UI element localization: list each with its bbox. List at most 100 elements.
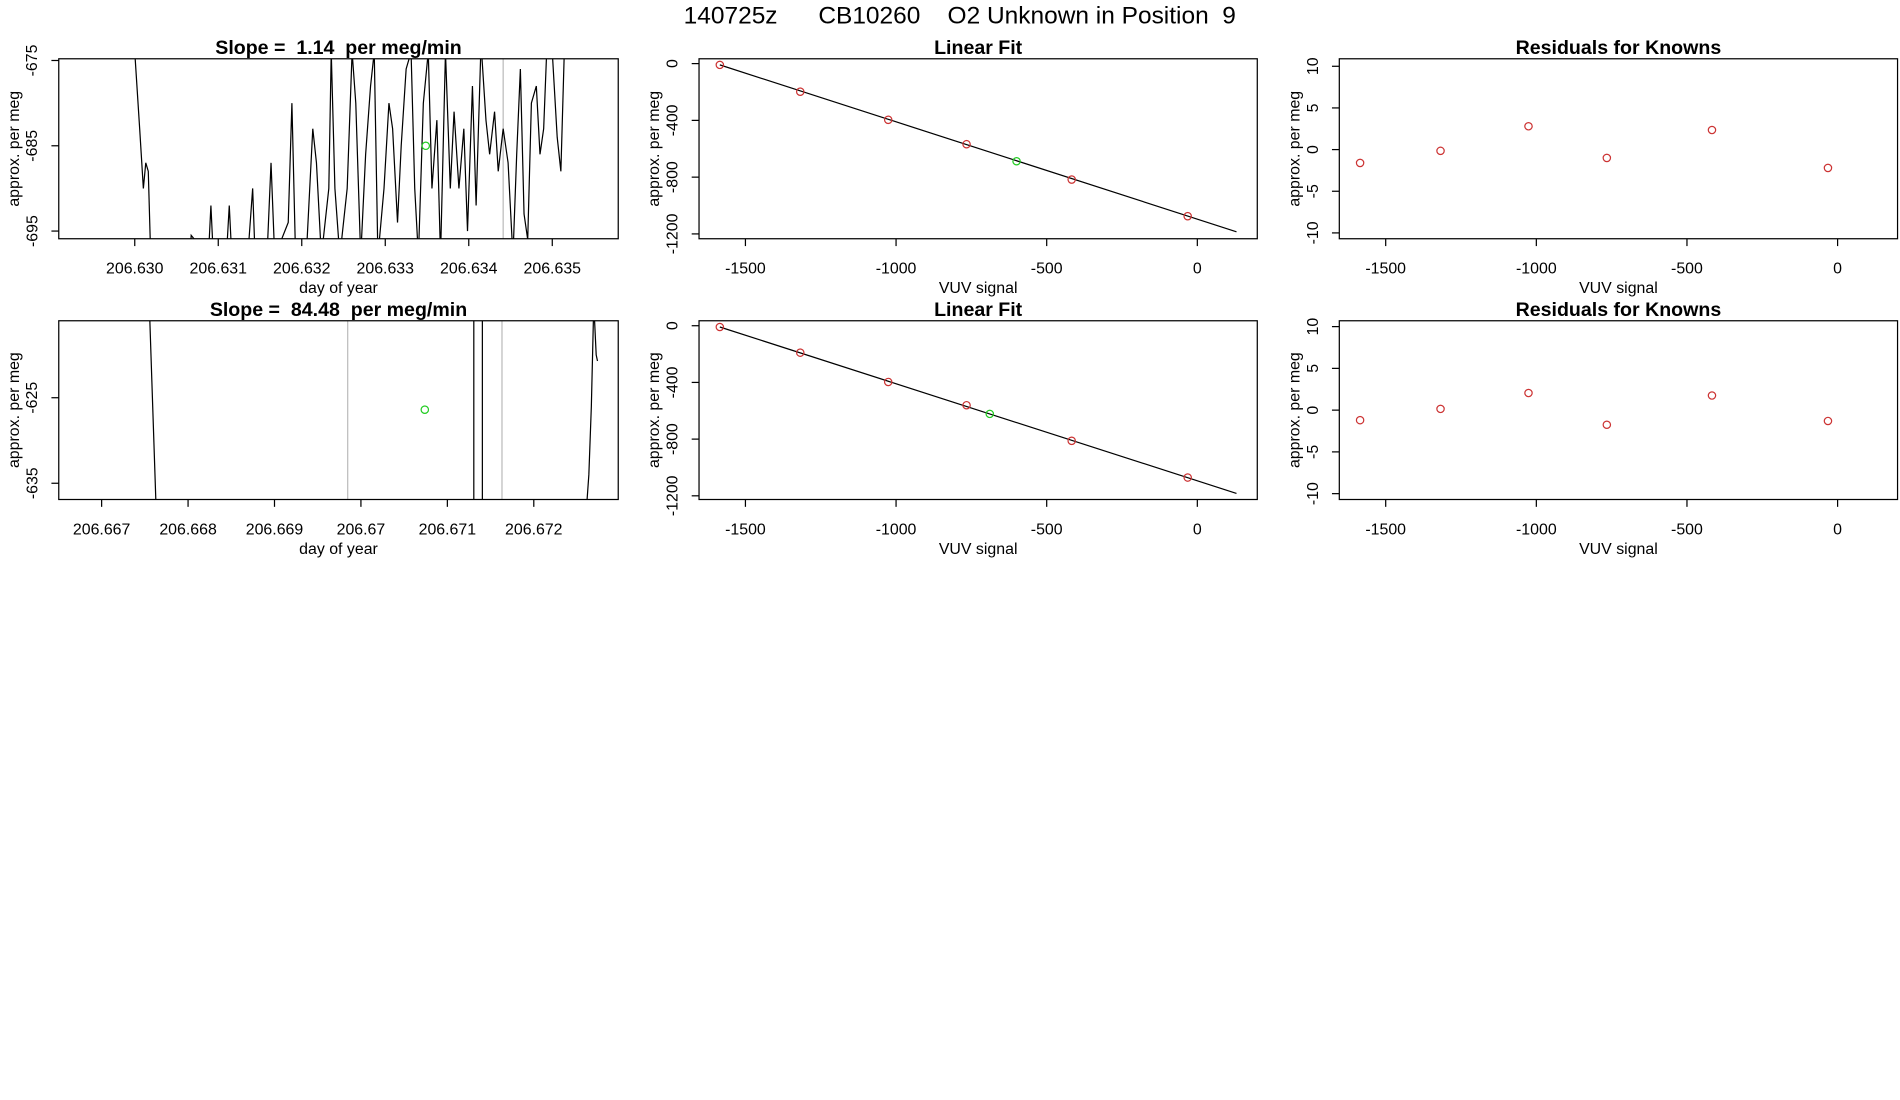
y-tick-label: 0 — [665, 321, 682, 330]
y-tick-label: -1200 — [665, 213, 682, 254]
y-tick-label: 10 — [1305, 318, 1322, 336]
data-point — [1067, 175, 1076, 184]
panel: Slope = 1.14 per meg/min 206.630 206.631 20… — [6, 37, 619, 297]
x-tick-label: 206.632 — [273, 261, 331, 278]
panel: Residuals for Knowns -1500 -1000 -500 0 -10 -5… — [1286, 299, 1899, 558]
y-axis-label: approx. per meg — [6, 352, 23, 468]
x-tick-label: -1500 — [725, 261, 766, 278]
data-point — [795, 348, 805, 357]
x-tick-label: -1500 — [1365, 261, 1406, 278]
data-point — [715, 60, 725, 70]
x-tick-label: -500 — [1671, 261, 1703, 278]
x-tick-label: 0 — [1833, 261, 1842, 278]
panel-title: Linear Fit — [934, 299, 1023, 321]
data-point — [1524, 388, 1533, 398]
panel-title: Slope = 1.14 per meg/min — [215, 37, 461, 59]
x-tick-label: 206.67 — [337, 521, 386, 538]
y-tick-label: -1200 — [665, 475, 682, 516]
data-point — [883, 115, 893, 125]
plot-area — [134, 58, 565, 239]
panel: Slope = 84.48 per meg/min 206.667 206.668 2… — [6, 299, 619, 558]
y-tick-label: -625 — [24, 382, 41, 414]
data-point — [1355, 158, 1365, 168]
fit-line — [719, 326, 1237, 494]
data-point — [1707, 125, 1717, 135]
x-tick-label: -1500 — [1365, 521, 1406, 538]
data-point — [1524, 121, 1533, 131]
x-tick-label: 206.631 — [190, 261, 248, 278]
y-tick-label: 0 — [1305, 145, 1322, 154]
y-tick-label: 0 — [665, 59, 682, 68]
plot-frame — [1338, 58, 1899, 240]
data-point — [715, 322, 725, 332]
plot-frame — [58, 320, 619, 501]
y-tick-label: -400 — [665, 366, 682, 398]
panel: Linear Fit -1500 -1000 -500 0 0 -400 -800 -1200 V… — [646, 37, 1258, 297]
x-axis-label: VUV signal — [939, 541, 1018, 558]
panel-title: Residuals for Knowns — [1516, 37, 1722, 59]
x-tick-label: 206.633 — [357, 261, 415, 278]
x-tick-label: 206.635 — [524, 261, 582, 278]
highlight-point — [421, 141, 431, 151]
panel: Linear Fit -1500 -1000 -500 0 0 -400 -800 -1200 V… — [646, 299, 1258, 558]
data-point — [1602, 153, 1612, 163]
x-tick-label: 206.630 — [106, 261, 164, 278]
y-tick-label: -800 — [665, 423, 682, 455]
figure-title: 140725z CB10260 O2 Unknown in Position 9 — [684, 3, 1236, 30]
data-point — [883, 377, 893, 387]
y-tick-label: -5 — [1305, 184, 1322, 198]
data-point — [795, 87, 805, 96]
x-axis-label: day of year — [299, 280, 378, 297]
x-tick-label: -500 — [1671, 521, 1703, 538]
y-tick-label: -5 — [1305, 445, 1322, 459]
x-axis-label: day of year — [299, 541, 378, 558]
highlight-point — [985, 409, 995, 419]
x-tick-label: 206.672 — [505, 521, 563, 538]
x-tick-label: -1000 — [1516, 521, 1557, 538]
data-line — [149, 320, 599, 500]
y-tick-label: -800 — [665, 161, 682, 193]
y-tick-label: 5 — [1305, 364, 1322, 373]
y-axis-label: approx. per meg — [646, 352, 663, 468]
x-axis-label: VUV signal — [1579, 541, 1658, 558]
y-tick-label: -635 — [24, 467, 41, 499]
x-tick-label: 0 — [1193, 261, 1202, 278]
x-tick-label: -500 — [1031, 521, 1063, 538]
x-tick-label: -1000 — [1516, 261, 1557, 278]
panel-title: Slope = 84.48 per meg/min — [210, 299, 467, 321]
plot-area — [1355, 388, 1833, 430]
x-tick-label: 206.671 — [419, 521, 477, 538]
x-tick-label: -1000 — [876, 521, 917, 538]
x-tick-label: 206.634 — [440, 261, 498, 278]
data-point — [1823, 163, 1833, 173]
y-tick-label: 0 — [1305, 406, 1322, 415]
data-point — [1183, 473, 1192, 482]
x-tick-label: 206.669 — [246, 521, 304, 538]
y-tick-label: -695 — [24, 215, 41, 247]
plot-area — [149, 320, 599, 500]
plot-frame — [58, 58, 619, 240]
y-axis-label: approx. per meg — [1286, 352, 1303, 468]
y-tick-label: -675 — [24, 44, 41, 76]
data-line — [134, 58, 565, 239]
y-axis-label: approx. per meg — [6, 91, 23, 207]
y-tick-label: -10 — [1305, 221, 1322, 244]
y-axis-label: approx. per meg — [646, 91, 663, 207]
x-tick-label: -1000 — [876, 261, 917, 278]
y-tick-label: 5 — [1305, 103, 1322, 112]
data-point — [1707, 391, 1717, 400]
data-point — [1823, 416, 1833, 426]
data-point — [1067, 436, 1076, 446]
plot-frame — [1338, 320, 1899, 501]
data-point — [1436, 146, 1445, 156]
plot-frame — [698, 58, 1258, 240]
x-axis-label: VUV signal — [939, 280, 1018, 297]
panel: Residuals for Knowns -1500 -1000 -500 0 -10 -5… — [1286, 37, 1899, 297]
data-point — [962, 139, 971, 149]
data-point — [1355, 415, 1365, 425]
x-tick-label: 206.668 — [159, 521, 217, 538]
x-tick-label: -500 — [1031, 261, 1063, 278]
